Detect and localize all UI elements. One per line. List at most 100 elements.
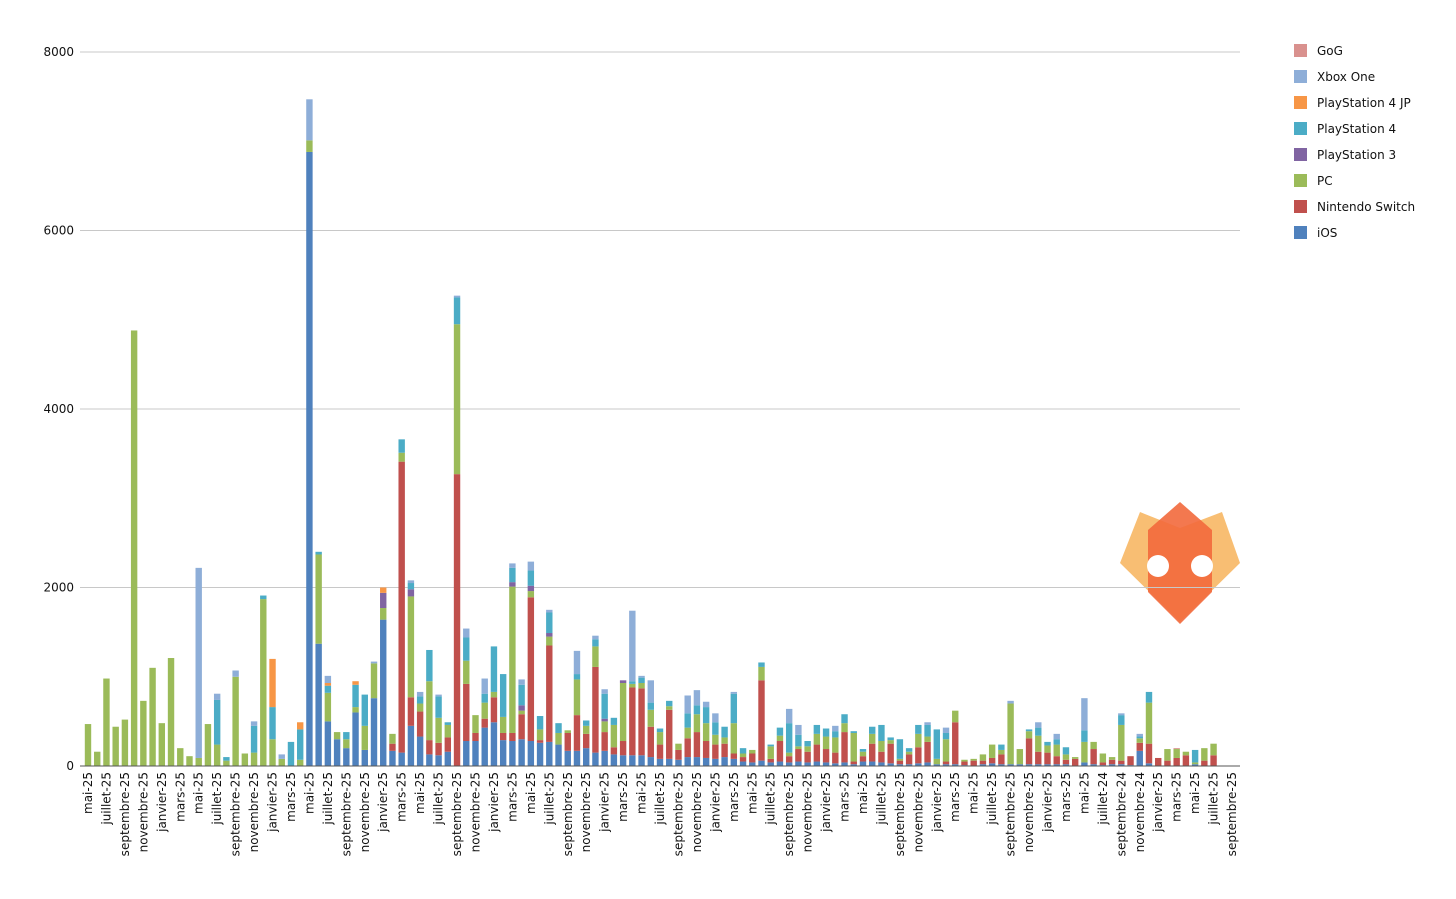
bar-segment [610,717,618,725]
bar-segment [1081,741,1088,763]
bar-segment [546,645,553,742]
y-tick-label: 2000 [43,581,74,595]
x-tick-label: janvier-25 [819,772,833,833]
bar-segment [601,750,608,766]
bar-segment [1081,762,1088,766]
bar-segment [333,732,341,740]
bar-segment [555,732,562,745]
bar-segment [795,749,802,762]
bar-segment [269,707,276,740]
x-tick-label: janvier-25 [598,772,612,833]
bar-segment [767,746,774,759]
legend-swatch [1294,44,1307,57]
bar-segment [213,744,221,766]
bar-segment [619,682,627,742]
bar-segment [564,730,571,733]
bar-segment [693,714,701,733]
bar-segment [859,756,867,762]
bar-segment [195,567,202,758]
bar-segment [426,649,433,682]
bar-segment [998,744,1005,750]
x-tick-label: novembre-25 [468,772,482,852]
bar-segment [1025,738,1033,765]
bar-segment [536,742,544,766]
bar-segment [343,739,350,749]
bar-segment [896,760,904,765]
bar-segment [1118,713,1125,716]
bar-segment [693,705,701,715]
bar-segment [389,750,396,766]
x-tick-label: mai-25 [302,772,316,814]
legend-swatch [1294,200,1307,213]
bar-segment [260,599,267,766]
bar-segment [647,709,654,727]
bar-segment [518,705,525,711]
bar-segment [546,609,553,613]
bar-segment [952,764,959,766]
legend-swatch [1294,70,1307,83]
bar-segment [924,736,931,742]
x-tick-label: juillet-25 [210,772,224,826]
bar-segment [453,297,461,325]
bar-segment [785,708,793,724]
bar-segment [407,580,415,584]
bar-segment [481,678,488,694]
bar-segment [546,633,553,637]
x-tick-label: novembre-25 [1022,772,1036,852]
bar-segment [361,749,368,766]
bar-segment [306,151,313,766]
bar-segment [444,724,452,738]
bar-segment [712,744,719,759]
bar-segment [1081,730,1088,742]
bar-segment [887,743,894,764]
bar-segment [352,684,359,708]
x-tick-label: juillet-25 [432,772,446,826]
bar-segment [177,748,184,766]
x-tick-label: mars-25 [838,772,852,822]
bar-segment [979,760,987,765]
bar-segment [684,738,691,758]
bar-segment [887,740,894,744]
bar-segment [988,757,996,764]
bar-segment [832,763,839,766]
bar-segment [1081,698,1088,731]
bar-segment [905,764,913,766]
bar-segment [306,140,313,152]
bar-segment [712,734,719,745]
bar-segment [416,703,424,712]
bar-segment [416,711,424,737]
bar-segment [250,721,258,726]
x-tick-label: mai-25 [856,772,870,814]
bar-segment [158,723,166,766]
bar-segment [905,751,913,755]
bar-segment [407,589,415,597]
bar-segment [869,726,876,734]
bar-segment [1182,751,1190,756]
bar-segment [435,742,442,756]
bar-segment [601,693,608,719]
bar-segment [785,752,793,757]
bar-segment [555,744,562,766]
bar-segment [250,725,258,753]
bar-segment [785,723,793,753]
bar-segment [739,757,747,762]
bar-segment [656,732,664,745]
legend-swatch [1294,96,1307,109]
bar-segment [610,754,618,766]
bar-segment [343,748,350,766]
x-tick-label: janvier-25 [708,772,722,833]
bar-segment [278,754,285,759]
bar-segment [656,758,664,766]
bar-segment [213,699,221,745]
bar-segment [850,764,857,766]
bar-segment [656,744,664,759]
bar-segment [859,749,867,752]
x-tick-label: mars-25 [173,772,187,822]
bar-segment [822,762,830,766]
bar-segment [1090,749,1097,765]
bar-segment [380,592,387,609]
x-tick-label: septembre-25 [1225,772,1239,856]
bar-segment [1145,763,1153,766]
bar-segment [804,751,811,763]
